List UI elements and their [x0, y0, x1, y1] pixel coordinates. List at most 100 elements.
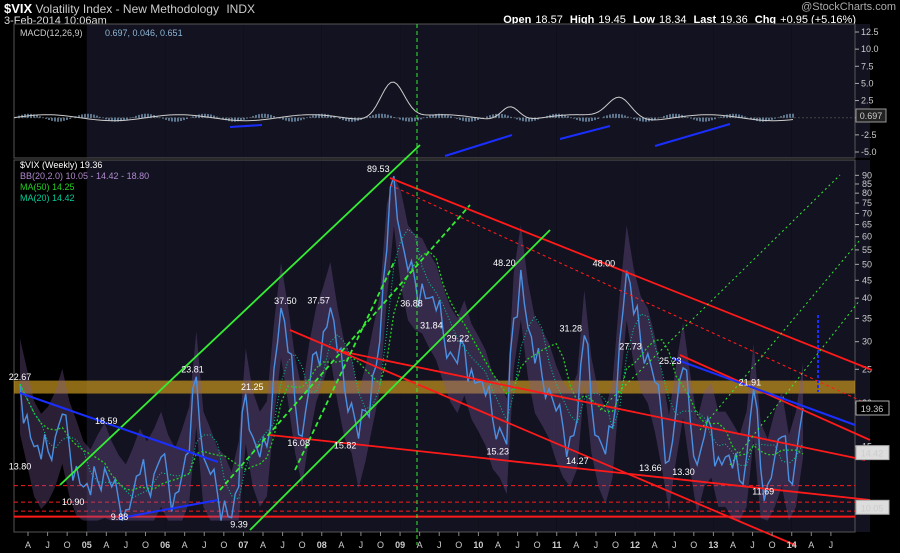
red-trendline — [289, 329, 796, 546]
x-tick-label: 06 — [160, 540, 170, 550]
red-trendline — [389, 177, 873, 371]
price-year-band — [86, 160, 166, 532]
macd-year-band — [86, 24, 166, 158]
peak-label: 23.81 — [181, 365, 204, 375]
macd-legend-values: 0.697, 0.046, 0.651 — [105, 28, 183, 38]
price-legend-entry: MA(20) 14.42 — [20, 193, 75, 203]
peak-label: 31.84 — [420, 321, 443, 331]
blue-trendline — [119, 499, 219, 519]
price-right-box — [855, 445, 890, 461]
peak-label: 25.23 — [659, 356, 682, 366]
peak-label: 29.22 — [447, 334, 470, 344]
red-trendline — [679, 354, 871, 441]
x-tick-label: 09 — [395, 540, 405, 550]
x-tick-label: A — [652, 540, 658, 550]
x-tick-label: J — [359, 540, 364, 550]
open-value: 18.57 — [535, 14, 563, 26]
peak-label: 37.50 — [274, 296, 297, 306]
price-year-band — [478, 160, 557, 532]
macd-trendline — [559, 125, 611, 140]
resistance-band — [14, 380, 855, 394]
x-tick-label: J — [515, 540, 520, 550]
x-tick-label: J — [45, 540, 50, 550]
macd-y-tick-label: 7.5 — [861, 61, 874, 71]
x-tick-label: A — [338, 540, 344, 550]
macd-y-tick-label: 12.5 — [861, 27, 879, 37]
macd-last-box — [855, 108, 887, 123]
price-y-tick-label: 60 — [862, 232, 872, 242]
peak-label: 48.00 — [593, 259, 616, 269]
price-y-tick-label: 30 — [862, 337, 872, 347]
price-right-label: 19.36 — [861, 404, 884, 414]
macd-trendline — [654, 123, 731, 147]
x-tick-label: A — [495, 540, 501, 550]
x-tick-label: A — [103, 540, 109, 550]
x-tick-label: 10 — [473, 540, 483, 550]
x-tick-label: J — [672, 540, 677, 550]
peak-label: 15.82 — [334, 441, 357, 451]
macd-year-band — [556, 24, 636, 158]
symbol: $VIX — [4, 1, 33, 16]
peak-label: 89.53 — [367, 164, 390, 174]
x-tick-label: J — [124, 540, 129, 550]
high-value: 19.45 — [598, 14, 626, 26]
price-y-tick-label: 90 — [862, 170, 872, 180]
x-tick-label: O — [377, 540, 384, 550]
high-label: High — [569, 14, 595, 26]
price-right-box — [855, 499, 890, 515]
peak-label: 27.73 — [619, 342, 642, 352]
instrument-name: Volatility Index - New Methodology — [35, 2, 219, 16]
macd-year-band — [791, 24, 871, 158]
x-tick-label: J — [829, 540, 834, 550]
x-tick-label: 14 — [787, 540, 797, 550]
quote-bar: Open 18.57 High 19.45 Low 18.34 Last 19.36 C… — [499, 14, 856, 26]
green-trendline — [249, 229, 551, 531]
red-trendline — [269, 434, 871, 501]
x-tick-label: O — [612, 540, 619, 550]
red-dashed-trendline — [389, 184, 871, 406]
x-tick-label: 07 — [238, 540, 248, 550]
chg-label: Chg — [754, 14, 777, 26]
price-y-tick-label: 35 — [862, 313, 872, 323]
peak-label: 15.23 — [486, 446, 509, 456]
price-legend-entry: $VIX (Weekly) 19.36 — [20, 160, 102, 170]
x-tick-label: O — [220, 540, 227, 550]
peak-label: 18.59 — [95, 416, 118, 426]
price-y-tick-label: 55 — [862, 245, 872, 255]
x-tick-label: 05 — [82, 540, 92, 550]
chart-title: $VIX Volatility Index - New Methodology … — [4, 1, 255, 16]
macd-last-value: 0.697 — [860, 111, 883, 121]
peak-label: 22.67 — [9, 372, 32, 382]
price-y-tick-label: 50 — [862, 259, 872, 269]
price-legend-entry: MA(50) 14.25 — [20, 182, 75, 192]
x-tick-label: J — [280, 540, 285, 550]
low-value: 18.34 — [658, 14, 687, 26]
macd-y-tick-label: 2.5 — [861, 96, 874, 106]
blue-trendline — [671, 357, 856, 426]
x-tick-label: J — [594, 540, 599, 550]
blue-trendline — [19, 392, 219, 463]
price-y-tick-label: 45 — [862, 275, 872, 285]
peak-label: 9.88 — [111, 512, 129, 522]
price-y-tick-label: 40 — [862, 293, 872, 303]
price-y-tick-label: 80 — [862, 188, 872, 198]
exchange: INDX — [226, 2, 255, 16]
price-right-label: 14.42 — [861, 449, 884, 459]
price-year-band — [400, 160, 479, 532]
ma50-line — [19, 250, 804, 491]
peak-label: 37.57 — [307, 296, 330, 306]
price-year-band — [321, 160, 401, 532]
low-label: Low — [632, 14, 655, 26]
x-tick-label: 08 — [317, 540, 327, 550]
macd-trendline — [229, 124, 263, 128]
peak-label: 16.08 — [287, 438, 310, 448]
x-tick-label: A — [25, 540, 31, 550]
price-year-band — [791, 160, 871, 532]
x-tick-label: A — [182, 540, 188, 550]
x-tick-label: O — [690, 540, 697, 550]
macd-legend: MACD(12,26,9) — [20, 28, 83, 38]
price-right-label: 10.05 — [861, 503, 884, 513]
green-dotted-trendline — [599, 174, 841, 411]
x-tick-label: A — [260, 540, 266, 550]
